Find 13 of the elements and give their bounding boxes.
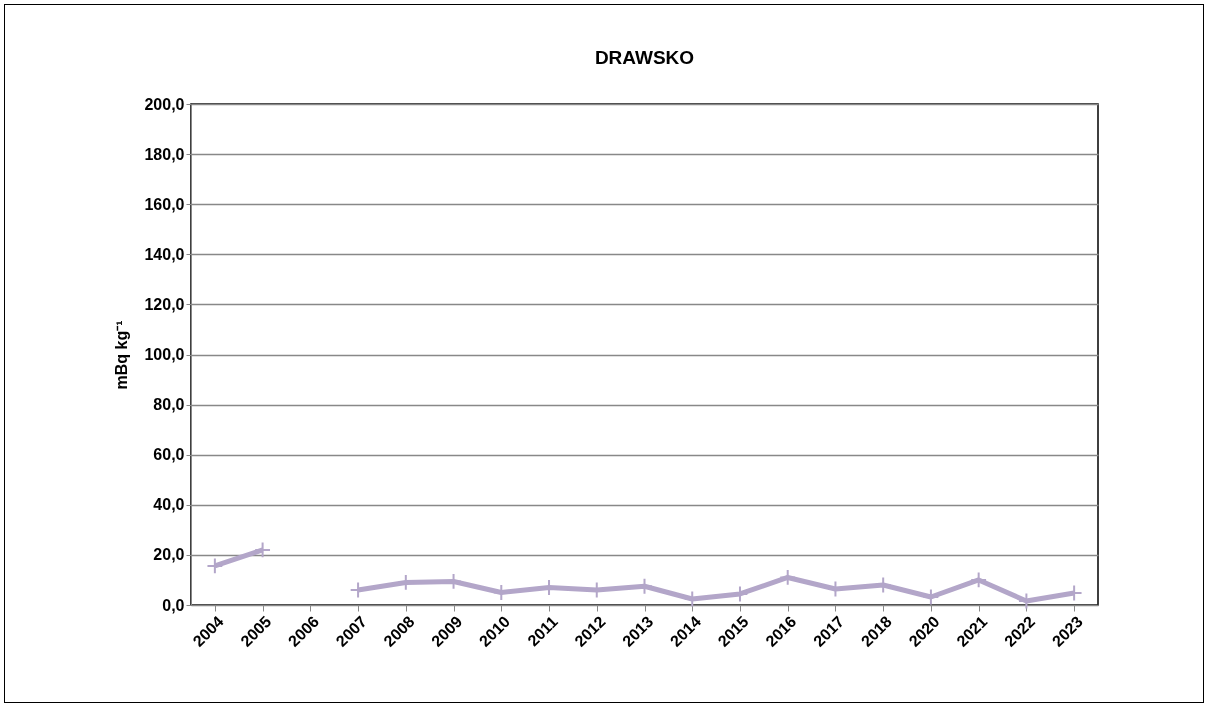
y-tick-label: 160,0 (144, 195, 185, 213)
y-tick-label: 200,0 (144, 95, 185, 113)
y-tick-label: 120,0 (144, 295, 185, 313)
y-tick-label: 80,0 (153, 396, 185, 414)
y-axis-title: mBq kg⁻¹ (113, 320, 131, 390)
y-tick-label: 60,0 (153, 446, 185, 464)
y-tick-label: 0,0 (162, 596, 185, 614)
y-tick-label: 20,0 (153, 546, 185, 564)
y-tick-label: 180,0 (144, 145, 185, 163)
y-tick-label: 140,0 (144, 245, 185, 263)
chart-title: DRAWSKO (594, 47, 695, 68)
y-tick-label: 40,0 (153, 496, 185, 514)
y-tick-label: 100,0 (144, 346, 185, 363)
